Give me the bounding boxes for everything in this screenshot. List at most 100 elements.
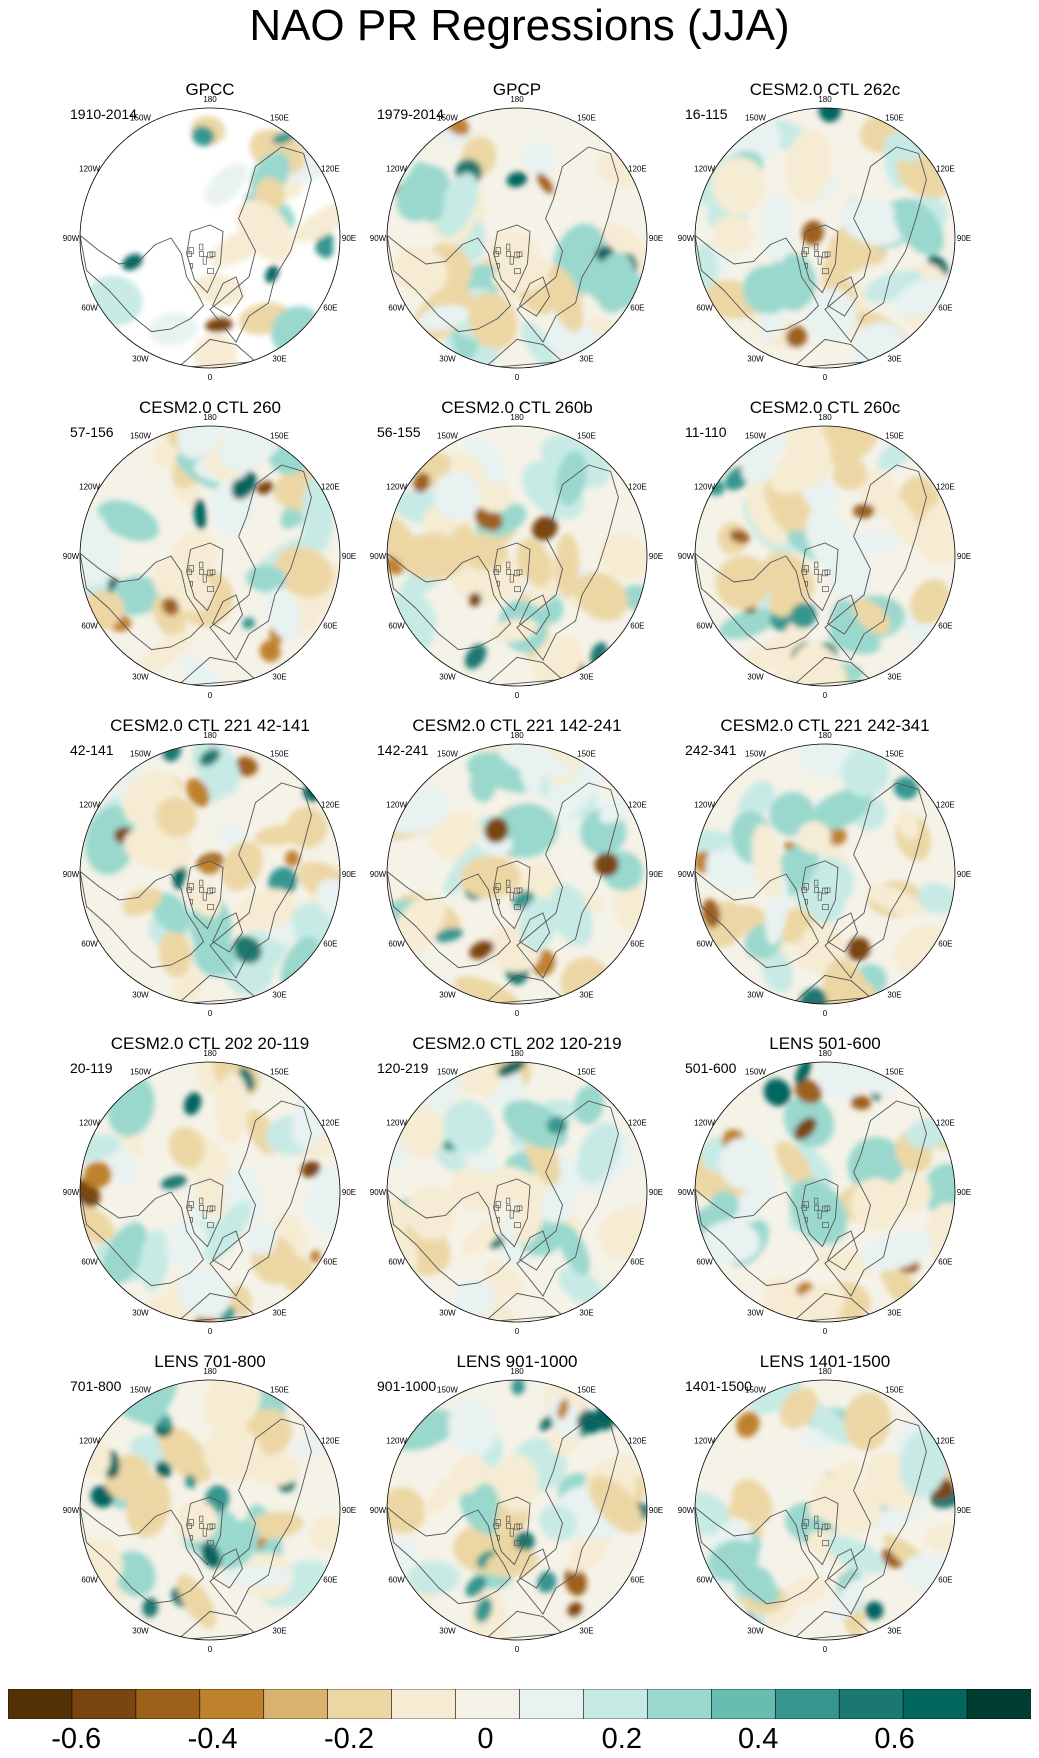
longitude-label: 90E xyxy=(342,552,356,561)
colorbar-swatch xyxy=(71,1689,137,1719)
longitude-label: 30W xyxy=(132,990,149,999)
polar-stereographic-map: 180 150E 120E 90E 60E 30E 0 30W 60W 90W 120W 150W xyxy=(678,413,971,700)
longitude-label: 120W xyxy=(79,165,100,174)
panel-period-label: 901-1000 xyxy=(377,1378,437,1394)
polar-stereographic-map: 180 150E 120E 90E 60E 30E 0 30W 60W 90W 120W 150W xyxy=(370,413,663,700)
longitude-label: 60E xyxy=(630,940,644,949)
longitude-label: 120E xyxy=(628,801,647,810)
longitude-label: 90E xyxy=(649,1506,663,1515)
longitude-label: 180 xyxy=(203,731,217,740)
longitude-label: 90W xyxy=(63,234,80,243)
longitude-label: 120W xyxy=(79,1119,100,1128)
longitude-label: 90E xyxy=(342,870,356,879)
map-panel: CESM2.0 CTL 260b 56-155 180 150E 120E 90E 60E 3… xyxy=(367,398,667,718)
panel-period-label: 57-156 xyxy=(70,424,114,440)
panel-period-label: 701-800 xyxy=(70,1378,122,1394)
longitude-label: 60E xyxy=(323,622,337,631)
longitude-label: 120E xyxy=(628,165,647,174)
longitude-label: 60W xyxy=(81,1576,98,1585)
longitude-label: 120W xyxy=(79,1437,100,1446)
colorbar-swatch xyxy=(391,1689,457,1719)
longitude-label: 30W xyxy=(747,990,764,999)
longitude-label: 90E xyxy=(649,234,663,243)
longitude-label: 120W xyxy=(386,165,407,174)
panel-period-label: 1979-2014 xyxy=(377,106,444,122)
panel-period-label: 42-141 xyxy=(70,742,114,758)
map-panel: CESM2.0 CTL 202 120-219 120-219 180 150E 120… xyxy=(367,1034,667,1354)
panel-period-label: 1401-1500 xyxy=(685,1378,752,1394)
longitude-label: 150E xyxy=(885,114,904,123)
longitude-label: 90W xyxy=(63,552,80,561)
colorbar-swatch xyxy=(966,1689,1031,1719)
longitude-label: 180 xyxy=(510,731,524,740)
longitude-label: 150W xyxy=(130,750,151,759)
longitude-label: 150E xyxy=(577,750,596,759)
longitude-label: 0 xyxy=(208,373,213,382)
longitude-label: 150E xyxy=(270,750,289,759)
polar-stereographic-map: 180 150E 120E 90E 60E 30E 0 30W 60W 90W 120W 150W xyxy=(678,1367,971,1654)
longitude-label: 120E xyxy=(321,483,340,492)
longitude-label: 180 xyxy=(818,95,832,104)
longitude-label: 120W xyxy=(79,483,100,492)
colorbar-swatch xyxy=(838,1689,904,1719)
longitude-label: 150W xyxy=(130,432,151,441)
colorbar-swatch xyxy=(8,1689,73,1719)
longitude-label: 150W xyxy=(745,1068,766,1077)
colorbar-tick-label: -0.4 xyxy=(187,1723,238,1755)
longitude-label: 150E xyxy=(577,1386,596,1395)
panel-title: GPCP xyxy=(492,80,542,99)
longitude-label: 60W xyxy=(696,1258,713,1267)
longitude-label: 90E xyxy=(957,870,971,879)
longitude-label: 90W xyxy=(370,1506,387,1515)
map-panel: GPCP 1979-2014 180 150E 120E 90E 60E 30E 0 30W 60W… xyxy=(367,80,667,400)
longitude-label: 60W xyxy=(388,304,405,313)
longitude-label: 150W xyxy=(437,1386,458,1395)
longitude-label: 120W xyxy=(386,801,407,810)
colorbar-tick-label: -0.2 xyxy=(324,1723,374,1755)
longitude-label: 90E xyxy=(957,1506,971,1515)
longitude-label: 150E xyxy=(885,1386,904,1395)
longitude-label: 60E xyxy=(630,622,644,631)
longitude-label: 0 xyxy=(823,1645,828,1654)
longitude-label: 150W xyxy=(437,432,458,441)
colorbar-tick-label: 0.6 xyxy=(874,1723,915,1755)
longitude-label: 0 xyxy=(515,1009,520,1018)
polar-stereographic-map: 180 150E 120E 90E 60E 30E 0 30W 60W 90W 120W 150W xyxy=(63,95,356,382)
longitude-label: 90W xyxy=(678,1188,695,1197)
map-panel: CESM2.0 CTL 260c 11-110 180 150E 120E 90E 60E 3… xyxy=(675,398,975,718)
panel-title: CESM2.0 CTL 221 42-141 xyxy=(110,716,310,735)
longitude-label: 90W xyxy=(370,234,387,243)
panel-period-label: 120-219 xyxy=(377,1060,429,1076)
longitude-label: 30E xyxy=(579,354,593,363)
longitude-label: 90E xyxy=(957,552,971,561)
panel-period-label: 501-600 xyxy=(685,1060,737,1076)
longitude-label: 30W xyxy=(132,1626,149,1635)
longitude-label: 180 xyxy=(203,413,217,422)
longitude-label: 150E xyxy=(270,1386,289,1395)
map-panel: GPCC 1910-2014 180 150E 120E 90E 60E 30E 0 30W 60W… xyxy=(60,80,360,400)
longitude-label: 90W xyxy=(63,1188,80,1197)
panel-title: CESM2.0 CTL 260b xyxy=(441,398,593,417)
longitude-label: 90E xyxy=(342,1188,356,1197)
longitude-label: 120E xyxy=(936,801,955,810)
longitude-label: 60E xyxy=(938,940,952,949)
panel-period-label: 11-110 xyxy=(685,424,727,440)
longitude-label: 120W xyxy=(694,165,715,174)
longitude-label: 30W xyxy=(439,672,456,681)
colorbar-swatch xyxy=(902,1689,968,1719)
longitude-label: 30W xyxy=(439,354,456,363)
longitude-label: 90W xyxy=(678,552,695,561)
longitude-label: 180 xyxy=(510,413,524,422)
longitude-label: 90E xyxy=(649,552,663,561)
colorbar-tick-label: 0.4 xyxy=(738,1723,779,1755)
longitude-label: 150W xyxy=(130,114,151,123)
longitude-label: 180 xyxy=(818,731,832,740)
panel-title: LENS 501-600 xyxy=(769,1034,881,1053)
colorbar-tick-label: 0.2 xyxy=(601,1723,642,1755)
longitude-label: 30E xyxy=(272,354,286,363)
longitude-label: 30W xyxy=(747,354,764,363)
longitude-label: 30W xyxy=(132,1308,149,1317)
longitude-label: 0 xyxy=(208,1009,213,1018)
longitude-label: 0 xyxy=(823,691,828,700)
longitude-label: 60E xyxy=(938,304,952,313)
